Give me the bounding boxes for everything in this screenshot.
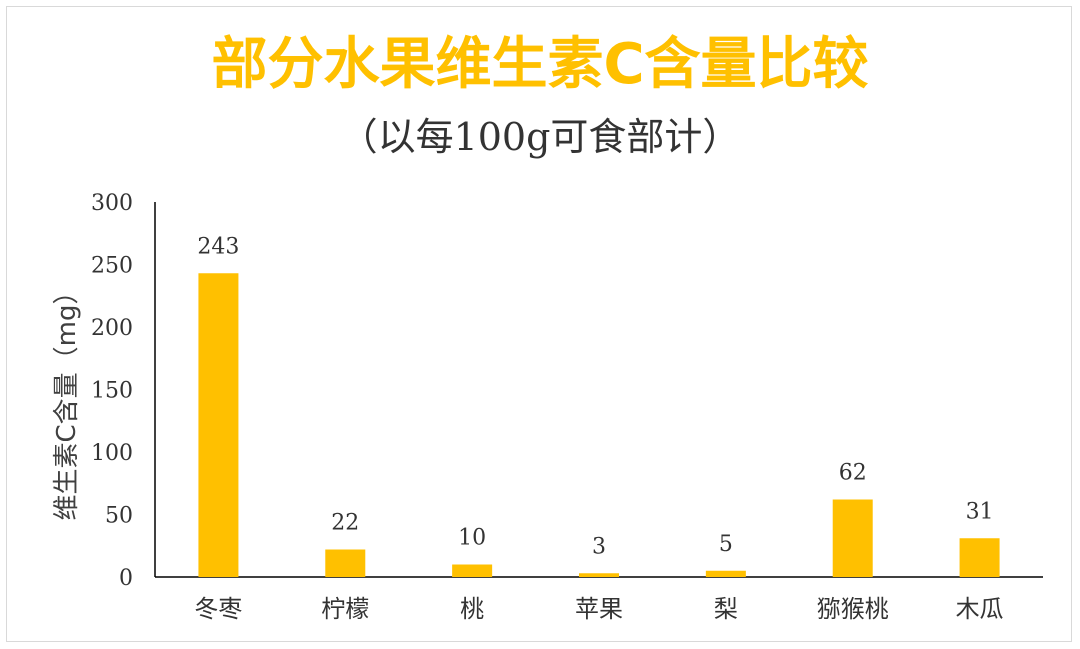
y-tick-label: 250	[91, 254, 133, 279]
bar	[959, 538, 1000, 577]
y-tick-label: 50	[105, 504, 133, 529]
chart-frame	[6, 6, 1072, 642]
y-axis-title: 维生素C含量（mg）	[52, 279, 82, 521]
x-tick-label: 苹果	[575, 595, 623, 623]
data-label: 243	[197, 234, 239, 259]
y-tick-label: 100	[91, 441, 133, 466]
x-tick-label: 猕猴桃	[817, 595, 889, 623]
data-label: 3	[592, 534, 606, 559]
x-tick-label: 木瓜	[956, 595, 1004, 623]
bar	[579, 573, 619, 577]
data-label: 31	[966, 499, 994, 524]
y-tick-label: 300	[91, 191, 133, 216]
data-label: 62	[839, 461, 867, 486]
bar	[198, 273, 239, 577]
bar	[832, 499, 873, 577]
data-label: 5	[719, 532, 733, 557]
x-tick-label: 冬枣	[194, 595, 242, 623]
x-tick-label: 梨	[714, 595, 738, 623]
data-label: 10	[458, 526, 486, 551]
data-label: 22	[331, 511, 359, 536]
bar	[452, 564, 493, 577]
y-tick-label: 0	[119, 566, 133, 591]
x-tick-label: 桃	[460, 595, 484, 623]
y-tick-label: 200	[91, 316, 133, 341]
chart-title: 部分水果维生素C含量比较	[211, 32, 869, 97]
y-tick-label: 150	[91, 379, 133, 404]
bar	[705, 570, 746, 577]
x-tick-label: 柠檬	[321, 595, 369, 623]
bar	[325, 549, 366, 577]
chart-subtitle: （以每100g可食部计）	[339, 115, 741, 159]
